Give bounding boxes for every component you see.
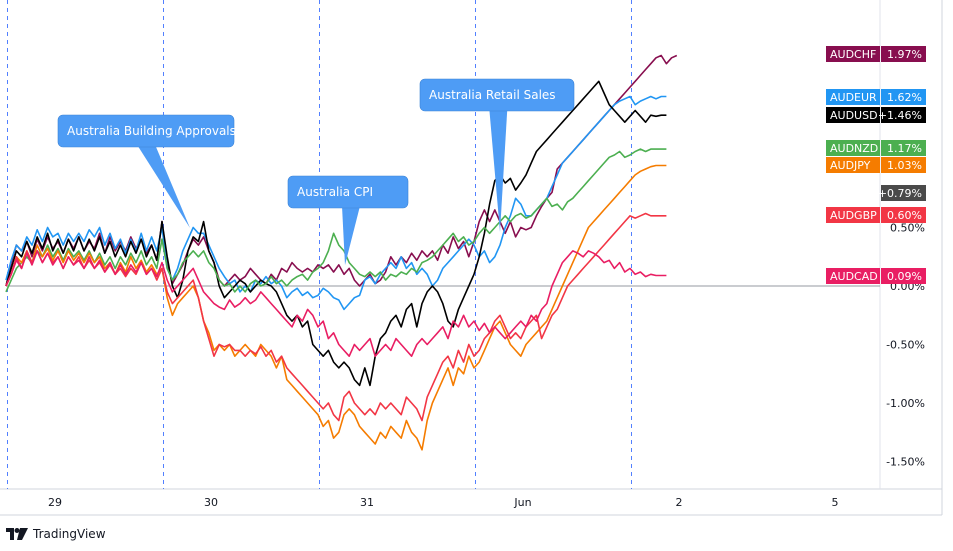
callout-box [287,175,409,209]
series-line-audcad [5,250,667,358]
callout-label: Australia Building Approvals [67,124,236,138]
series-label-audnzd: AUDNZD 1.17% [826,140,926,156]
series-name-tag [826,157,880,173]
series-labels: AUDCHF 1.97% AUDEUR 1.62% AUDUSD +1.46% AUDNZD… [826,46,926,284]
brand-name: TradingView [33,527,106,541]
x-tick-label: 29 [48,496,62,509]
series-line-audchf [5,54,678,287]
series-line-audeur [5,95,667,311]
series-label-audjpy: AUDJPY 1.03% [826,157,926,173]
series-value-tag [881,157,926,173]
extra-value: +0.79% [878,187,922,200]
series-name-tag [826,140,880,156]
callout-pointer [137,145,190,228]
extra-value-label: +0.79% [878,185,926,201]
x-tick-label: 2 [676,496,683,509]
series-value: 1.17% [887,142,922,155]
y-tick-label: -0.50% [886,339,925,352]
series-value-tag [881,89,926,105]
callout[interactable]: Australia CPI [287,175,409,265]
series-value: 0.60% [887,209,922,222]
series-name: AUDCAD [830,270,878,283]
y-tick-label: -1.50% [886,456,925,469]
extra-value-tag [881,185,926,201]
x-tick-label: 31 [360,496,374,509]
series-name-tag [826,46,880,62]
series-name: AUDUSD [830,109,878,122]
series-label-audeur: AUDEUR 1.62% [826,89,926,105]
session-lines [7,0,632,489]
x-tick-label: 5 [832,496,839,509]
series-value: 1.03% [887,159,922,172]
series-name: AUDJPY [830,159,871,172]
tradingview-brand[interactable]: TradingView [6,524,106,544]
series-value: 1.62% [887,91,922,104]
series-line-audusd [5,80,667,387]
series-name-tag [826,268,880,284]
callout-pointer [489,109,508,232]
series-lines [5,54,678,451]
series-line-audnzd [5,148,667,293]
series-value-tag [881,107,926,123]
callout-label: Australia CPI [297,185,373,199]
series-value-tag [881,268,926,284]
series-value-tag [881,140,926,156]
series-label-audgbp: AUDGBP 0.60% [826,207,926,223]
callout[interactable]: Australia Retail Sales [419,78,575,232]
callout-label: Australia Retail Sales [429,88,556,102]
series-value: 0.09% [887,270,922,283]
x-tick-label: 30 [204,496,218,509]
callout-box [419,78,575,112]
y-tick-label: 0.50% [890,222,925,235]
series-value-tag [881,207,926,223]
series-value: 1.97% [887,48,922,61]
y-axis: 0.50%0.00%-0.50%-1.00%-1.50% [886,222,925,469]
y-tick-label: -1.00% [886,397,925,410]
plot-area: Australia Building Approvals Australia CP… [0,0,943,516]
series-name: AUDGBP [830,209,877,222]
series-name: AUDNZD [830,142,878,155]
x-axis: 29 30 31 Jun 2 5 [48,496,839,509]
event-callouts: Australia Building Approvals Australia CP… [57,78,575,265]
series-label-audcad: AUDCAD 0.09% [826,268,926,284]
callout-box [57,114,235,148]
series-value-tag [881,46,926,62]
series-name: AUDCHF [830,48,876,61]
series-name-tag [826,89,880,105]
callout[interactable]: Australia Building Approvals [57,114,236,228]
series-value: +1.46% [878,109,922,122]
series-label-audusd: AUDUSD +1.46% [826,107,926,123]
series-name-tag [826,107,880,123]
series-label-audchf: AUDCHF 1.97% [826,46,926,62]
series-name: AUDEUR [830,91,877,104]
x-tick-label: Jun [513,496,531,509]
tradingview-logo-icon [6,528,28,540]
callout-pointer [342,206,360,265]
series-name-tag [826,207,880,223]
